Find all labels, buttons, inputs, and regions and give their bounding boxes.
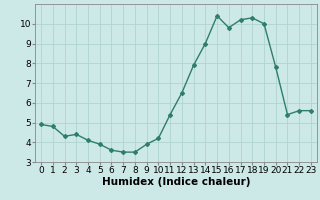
X-axis label: Humidex (Indice chaleur): Humidex (Indice chaleur) <box>102 177 250 187</box>
